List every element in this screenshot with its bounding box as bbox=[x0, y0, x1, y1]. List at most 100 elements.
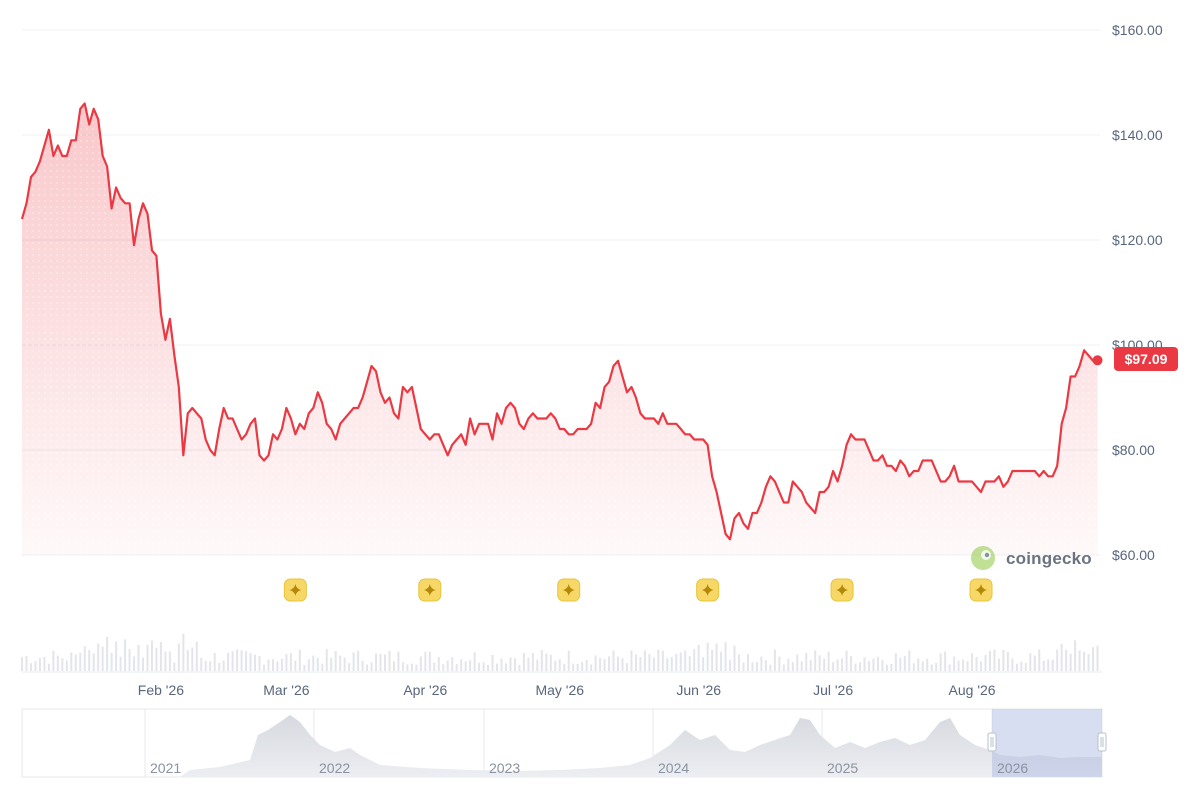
volume-bar bbox=[249, 653, 252, 671]
volume-bar bbox=[549, 654, 552, 671]
volume-bar bbox=[612, 650, 615, 671]
event-marker-icon[interactable] bbox=[557, 578, 581, 602]
volume-bar bbox=[74, 654, 77, 671]
volume-bar bbox=[773, 649, 776, 671]
volume-bar bbox=[83, 646, 86, 671]
volume-bar bbox=[446, 660, 449, 671]
volume-bar bbox=[357, 650, 360, 671]
volume-bar bbox=[881, 659, 884, 671]
volume-bar bbox=[451, 657, 454, 671]
volume-bar bbox=[294, 660, 297, 671]
navigator-left-handle[interactable] bbox=[987, 732, 997, 752]
volume-bar bbox=[666, 658, 669, 671]
volume-bar bbox=[155, 647, 158, 671]
volume-bar bbox=[1074, 640, 1077, 671]
volume-bar bbox=[334, 651, 337, 671]
volume-bar bbox=[827, 651, 830, 671]
volume-bar bbox=[343, 657, 346, 671]
volume-bar bbox=[298, 649, 301, 671]
event-marker-icon[interactable] bbox=[969, 578, 993, 602]
volume-bar bbox=[61, 658, 64, 671]
volume-bar bbox=[639, 657, 642, 671]
volume-bar bbox=[975, 657, 978, 671]
event-marker-icon[interactable] bbox=[830, 578, 854, 602]
volume-bar bbox=[361, 660, 364, 671]
volume-bar bbox=[576, 663, 579, 671]
volume-bar bbox=[34, 661, 37, 671]
volume-bar bbox=[1029, 653, 1032, 671]
volume-bar bbox=[392, 661, 395, 671]
volume-bar bbox=[630, 650, 633, 671]
volume-bar bbox=[348, 662, 351, 671]
volume-bar bbox=[43, 656, 46, 671]
volume-bar bbox=[751, 662, 754, 671]
volume-bar bbox=[634, 654, 637, 671]
volume-bar bbox=[473, 652, 476, 671]
range-navigator[interactable]: 2021 2022 2023 2024 2025 2026 bbox=[21, 708, 1107, 778]
volume-bar bbox=[962, 659, 965, 671]
volume-bar bbox=[1051, 659, 1054, 671]
volume-bar bbox=[823, 658, 826, 671]
volume-bar bbox=[173, 662, 176, 671]
x-axis: Feb '26 Mar '26 Apr '26 May '26 Jun '26 … bbox=[138, 682, 996, 698]
volume-bar bbox=[79, 652, 82, 671]
volume-bar bbox=[863, 657, 866, 671]
volume-bar bbox=[213, 653, 216, 671]
volume-bar bbox=[997, 658, 1000, 671]
volume-bar bbox=[262, 664, 265, 671]
volume-bar bbox=[984, 654, 987, 671]
navigator-selection[interactable] bbox=[992, 709, 1102, 777]
volume-bar bbox=[1056, 649, 1059, 671]
volume-bar bbox=[522, 652, 525, 671]
volume-bar bbox=[303, 664, 306, 671]
volume-bar bbox=[518, 664, 521, 671]
volume-bar bbox=[312, 655, 315, 671]
volume-bar bbox=[563, 663, 566, 671]
volume-bar bbox=[1038, 649, 1041, 671]
volume-bar bbox=[401, 662, 404, 671]
volume-bar bbox=[697, 644, 700, 671]
volume-bar bbox=[693, 649, 696, 671]
volume-bar bbox=[388, 651, 391, 671]
volume-bar bbox=[52, 650, 55, 671]
volume-bar bbox=[487, 664, 490, 671]
volume-bar bbox=[222, 660, 225, 671]
volume-bar bbox=[836, 659, 839, 671]
event-marker-icon[interactable] bbox=[418, 578, 442, 602]
volume-bar bbox=[437, 657, 440, 671]
volume-bar bbox=[657, 649, 660, 671]
volume-bar bbox=[590, 664, 593, 671]
volume-bar bbox=[572, 663, 575, 671]
y-tick-label: $60.00 bbox=[1112, 547, 1155, 563]
navigator-right-handle[interactable] bbox=[1097, 732, 1107, 752]
volume-bar bbox=[921, 661, 924, 671]
volume-bar bbox=[289, 653, 292, 671]
volume-bar bbox=[442, 664, 445, 671]
current-price-badge: $97.09 bbox=[1114, 347, 1178, 371]
volume-bar bbox=[930, 664, 933, 671]
event-marker-icon[interactable] bbox=[283, 578, 307, 602]
volume-bar bbox=[204, 660, 207, 671]
volume-bar bbox=[903, 656, 906, 671]
current-price-badge-bg bbox=[1114, 347, 1178, 371]
volume-bar bbox=[307, 659, 310, 671]
volume-bar bbox=[1011, 658, 1014, 671]
volume-bar bbox=[966, 661, 969, 671]
event-marker-icon[interactable] bbox=[696, 578, 720, 602]
event-markers[interactable] bbox=[283, 578, 993, 602]
navigator-area bbox=[180, 715, 1102, 777]
volume-bar bbox=[245, 651, 248, 671]
volume-bar bbox=[509, 657, 512, 671]
volume-bar bbox=[271, 659, 274, 671]
volume-bar bbox=[406, 664, 409, 671]
volume-bar bbox=[1015, 663, 1018, 671]
volume-bar bbox=[527, 657, 530, 671]
volume-bar bbox=[513, 658, 516, 671]
volume-bar bbox=[92, 653, 95, 671]
volume-bar bbox=[280, 658, 283, 671]
volume-bar bbox=[899, 657, 902, 671]
volume-bar bbox=[150, 640, 153, 671]
volume-bar bbox=[182, 633, 185, 671]
